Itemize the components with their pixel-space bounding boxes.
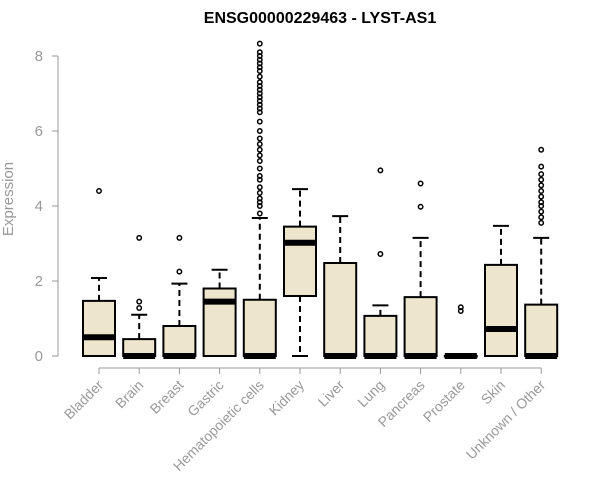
box-body — [323, 262, 358, 357]
outlier-point — [256, 210, 263, 217]
box-body — [524, 303, 559, 357]
box-11 — [524, 146, 559, 359]
outlier-point — [377, 251, 384, 257]
outlier-point — [256, 128, 263, 134]
outlier-point — [377, 167, 384, 174]
outlier-point — [256, 152, 263, 159]
outlier-point — [96, 188, 102, 194]
outlier-point — [538, 219, 545, 226]
x-tick-label: Kidney — [266, 377, 308, 419]
outlier-point — [256, 40, 263, 47]
x-tick-label: Bladder — [61, 377, 107, 423]
box-body — [283, 225, 317, 297]
outlier-point — [538, 188, 545, 194]
y-tick-label: 2 — [35, 273, 43, 290]
outlier-point — [136, 234, 143, 241]
x-tick-label: Brain — [112, 377, 146, 411]
outlier-point — [417, 203, 424, 210]
y-tick-label: 0 — [35, 348, 43, 365]
y-axis-label: Expression — [0, 162, 17, 236]
y-tick-label: 6 — [35, 123, 43, 140]
outlier-point — [417, 180, 424, 187]
box-3 — [202, 268, 237, 357]
x-tick-label: Skin — [478, 377, 509, 408]
box-body — [484, 263, 518, 357]
outlier-point — [256, 165, 263, 172]
box-0 — [82, 188, 116, 357]
box-1 — [122, 234, 157, 359]
box-6 — [323, 215, 358, 359]
outlier-point — [136, 298, 143, 305]
outlier-point — [176, 234, 183, 241]
y-axis: 0 2 4 6 8 — [35, 48, 59, 365]
outlier-point — [256, 141, 263, 148]
outlier-point — [538, 182, 545, 189]
x-tick-label: Breast — [147, 377, 187, 417]
outlier-point — [176, 268, 183, 275]
outlier-point — [136, 305, 143, 311]
outlier-point — [256, 195, 263, 202]
outlier-point — [256, 158, 263, 164]
box-4 — [242, 40, 277, 359]
box-5 — [283, 188, 317, 357]
outlier-point — [538, 193, 545, 200]
outlier-point — [256, 173, 263, 179]
x-tick-label: Lung — [354, 377, 387, 410]
x-tick-label: Prostate — [420, 377, 468, 425]
outlier-point — [538, 214, 545, 221]
outlier-point — [256, 49, 263, 56]
outlier-point — [256, 73, 263, 80]
box-10 — [484, 224, 518, 357]
outlier-point — [538, 199, 545, 206]
chart-title: ENSG00000229463 - LYST-AS1 — [204, 10, 437, 27]
outlier-point — [538, 171, 545, 178]
outlier-point — [256, 184, 263, 191]
outlier-point — [256, 189, 263, 196]
box-body — [403, 296, 438, 357]
outlier-point — [256, 118, 263, 125]
box-series — [82, 40, 559, 359]
outlier-point — [538, 163, 545, 170]
box-body — [162, 325, 197, 357]
outlier-point — [538, 146, 545, 153]
outlier-point — [538, 208, 545, 215]
y-tick-label: 8 — [35, 48, 43, 65]
box-8 — [403, 180, 438, 359]
box-2 — [162, 234, 197, 359]
box-9 — [443, 304, 478, 359]
box-7 — [363, 167, 398, 359]
outlier-point — [256, 146, 263, 153]
box-body — [363, 314, 398, 357]
outlier-point — [256, 135, 263, 142]
x-tick-label: Liver — [315, 377, 348, 410]
y-tick-label: 4 — [35, 198, 43, 215]
outlier-point — [538, 176, 545, 183]
outlier-point — [457, 304, 464, 311]
box-body — [82, 299, 116, 357]
outlier-point — [256, 79, 263, 86]
box-body — [242, 298, 277, 357]
